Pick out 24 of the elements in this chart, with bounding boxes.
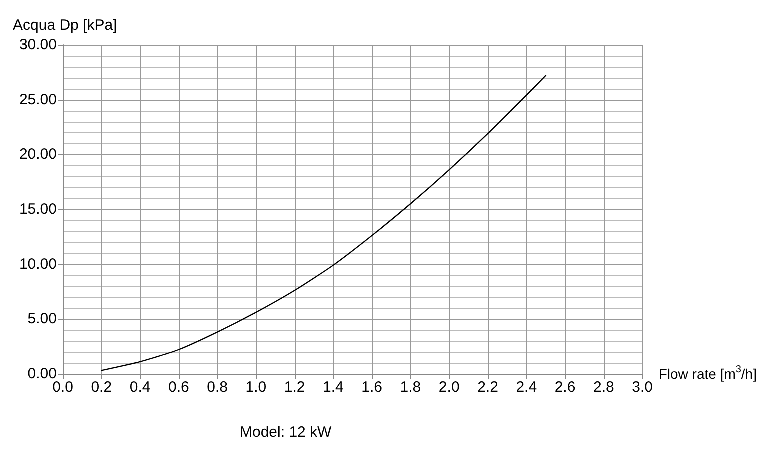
x-tick-label: 1.4 xyxy=(323,379,344,396)
x-tick-label: 0.2 xyxy=(91,379,112,396)
x-tick-label: 0.4 xyxy=(130,379,151,396)
y-axis-title: Acqua Dp [kPa] xyxy=(13,17,118,34)
y-tick-label: 20.00 xyxy=(19,146,57,164)
y-tick-label: 5.00 xyxy=(28,310,57,328)
x-tick-label: 2.6 xyxy=(554,379,576,396)
x-tick-label: 3.0 xyxy=(632,379,653,396)
x-tick-label: 0.6 xyxy=(168,379,190,396)
y-tick-label: 25.00 xyxy=(19,91,57,108)
text: Model: 12 kW xyxy=(240,424,333,441)
y-tick-label: 30.00 xyxy=(19,36,57,54)
x-tick-label: 2.2 xyxy=(478,379,498,396)
x-tick-label: 2.0 xyxy=(438,379,460,396)
x-tick-label: 1.6 xyxy=(362,379,383,396)
x-tick-label: 2.8 xyxy=(593,379,614,396)
y-tick-label: 10.00 xyxy=(19,256,57,273)
y-tick-label: 15.00 xyxy=(19,201,57,218)
x-tick-label: 1.0 xyxy=(246,379,267,396)
x-tick-label: 1.2 xyxy=(284,379,306,396)
x-tick-label: 2.4 xyxy=(516,379,538,396)
x-tick-label: 1.8 xyxy=(400,379,422,396)
line-series xyxy=(101,75,547,372)
x-tick-label: 0.8 xyxy=(207,379,228,396)
